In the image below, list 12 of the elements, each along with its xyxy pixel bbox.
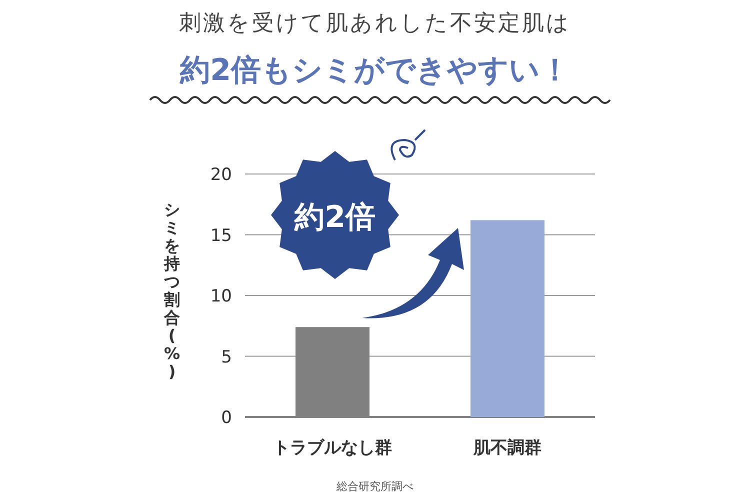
x-tick-label: 肌不調群 [472, 438, 542, 458]
text: シミを持つ割合(%) [164, 200, 180, 381]
annotation: 約2倍 [294, 200, 376, 235]
chart-title: 刺激を受けて肌あれした不安定肌は [179, 11, 571, 36]
y-tick-label: 5 [221, 347, 232, 368]
chart-subtitle: 約2倍もシミができやすい！ [179, 53, 570, 88]
y-tick-label: 15 [210, 226, 232, 246]
y-tick-label: 10 [210, 286, 232, 306]
y-tick-label: 0 [221, 408, 232, 428]
y-tick-label: 20 [210, 165, 232, 185]
x-tick-label: トラブルなし群 [273, 438, 392, 458]
text: 総合研究所調べ [336, 480, 414, 493]
